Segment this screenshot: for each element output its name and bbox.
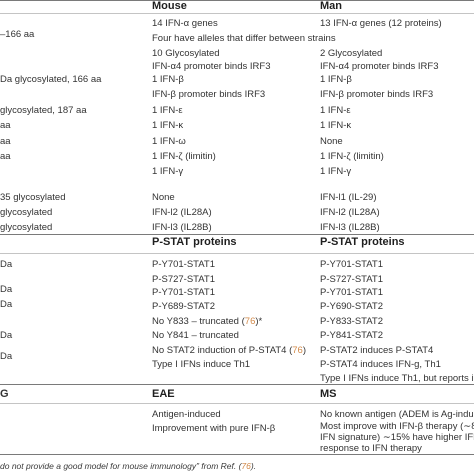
man-cell: 1 IFN-β	[320, 74, 352, 85]
mouse-cell: P-Y701-STAT1	[152, 259, 216, 270]
mouse-cell-text: No STAT2 induction of P-STAT4 (	[152, 345, 293, 356]
mouse-cell: 1 IFN-ε	[152, 105, 183, 116]
mouse-cell: Four have alleles that differ between st…	[152, 33, 336, 44]
left-cell: Da	[0, 330, 13, 341]
man-cell: 1 IFN-κ	[320, 120, 352, 131]
man-cell: P-S727-STAT1	[320, 274, 384, 285]
left-cell: aa	[0, 136, 11, 147]
mouse-cell: Antigen-induced	[152, 409, 221, 420]
man-cell: P-STAT2 induces P-STAT4	[320, 345, 434, 356]
mouse-cell: 1 IFN-κ	[152, 120, 184, 131]
mouse-cell: 10 Glycosylated	[152, 48, 220, 59]
man-cell: None	[320, 136, 343, 147]
mouse-cell: Improvement with pure IFN-β	[152, 423, 276, 434]
reference-link[interactable]: 76	[292, 345, 303, 356]
mouse-cell: 14 IFN-α genes	[152, 18, 218, 29]
table-footnote: do not provide a good model for mouse im…	[0, 461, 256, 471]
left-cell: glycosylated, 187 aa	[0, 105, 87, 116]
mouse-cell: None	[152, 192, 175, 203]
man-cell: 2 Glycosylated	[320, 48, 383, 59]
left-cell: glycosylated	[0, 222, 53, 233]
man-cell: P-Y701-STAT1	[320, 287, 384, 298]
section-rule	[0, 253, 474, 254]
mouse-cell-text: )	[302, 345, 307, 356]
left-cell: –166 aa	[0, 29, 35, 40]
left-cell: Da	[0, 259, 13, 270]
man-cell: P-Y841-STAT2	[320, 330, 384, 341]
man-cell: P-STAT4 induces IFN-g, Th1	[320, 359, 441, 370]
left-cell: Da	[0, 351, 13, 362]
man-cell: response to IFN therapy	[320, 443, 422, 454]
mouse-cell: Type I IFNs induce Th1	[152, 359, 251, 370]
man-cell: IFN signature) ∼15% have higher IFN sig	[320, 432, 474, 443]
mouse-cell: P-S727-STAT1	[152, 274, 216, 285]
left-cell: Da	[0, 284, 13, 295]
man-cell: IFN-l2 (IL28A)	[320, 207, 380, 218]
mouse-cell: IFN-l2 (IL28A)	[152, 207, 212, 218]
mouse-cell: 1 IFN-ζ (limitin)	[152, 151, 216, 162]
mouse-cell: No STAT2 induction of P-STAT4 (76)	[152, 345, 306, 356]
mouse-cell: IFN-α4 promoter binds IRF3	[152, 61, 271, 72]
reference-link[interactable]: 76	[244, 316, 256, 327]
left-cell: Da glycosylated, 166 aa	[0, 74, 102, 85]
section-rule	[0, 234, 474, 235]
mouse-cell: No Y841 – truncated	[152, 330, 239, 341]
section-rule	[0, 384, 474, 385]
mouse-cell: IFN-β promoter binds IRF3	[152, 89, 266, 100]
man-cell: IFN-l3 (IL28B)	[320, 222, 380, 233]
left-cell: aa	[0, 120, 11, 131]
left-cell: glycosylated	[0, 207, 53, 218]
man-cell: No known antigen (ADEM is Ag-induced)	[320, 409, 474, 420]
mouse-cell: 1 IFN-ω	[152, 136, 186, 147]
footnote-text: do not provide a good model for mouse im…	[0, 461, 242, 471]
man-cell: P-Y701-STAT1	[320, 259, 384, 270]
header-pstat-man: P-STAT proteins	[320, 236, 405, 248]
mouse-cell: P-Y689-STAT2	[152, 301, 216, 312]
mouse-cell: 1 IFN-β	[152, 74, 184, 85]
mouse-cell: IFN-l3 (IL28B)	[152, 222, 212, 233]
left-cell: aa	[0, 151, 11, 162]
man-cell: 1 IFN-ζ (limitin)	[320, 151, 384, 162]
man-cell: Type I IFNs induce Th1, but reports in M…	[320, 373, 474, 384]
header-rule	[0, 13, 474, 14]
man-cell: 13 IFN-α genes (12 proteins)	[320, 18, 442, 29]
header-ms: MS	[320, 388, 337, 400]
header-man: Man	[320, 0, 342, 12]
top-rule	[0, 0, 474, 1]
man-cell: IFN-l1 (IL-29)	[320, 192, 377, 203]
left-cell: Da	[0, 299, 13, 310]
left-cell: G	[0, 388, 9, 400]
reference-link[interactable]: 76	[241, 461, 251, 471]
mouse-cell: P-Y701-STAT1	[152, 287, 216, 298]
man-cell: 1 IFN-γ	[320, 166, 352, 177]
section-rule	[0, 403, 474, 404]
mouse-cell-text: )*	[255, 316, 263, 327]
mouse-cell: No Y833 – truncated (76)*	[152, 316, 262, 327]
man-cell: P-Y833-STAT2	[320, 316, 384, 327]
footnote-text: ).	[250, 461, 257, 471]
man-cell: 1 IFN-ε	[320, 105, 351, 116]
header-pstat-mouse: P-STAT proteins	[152, 236, 237, 248]
left-cell: 35 glycosylated	[0, 192, 66, 203]
header-eae: EAE	[152, 388, 175, 400]
header-mouse: Mouse	[152, 0, 187, 12]
bottom-rule	[0, 454, 474, 455]
man-cell: IFN-α4 promoter binds IRF3	[320, 61, 439, 72]
man-cell: Most improve with IFN-β therapy (∼85%	[320, 421, 474, 432]
mouse-cell-text: No Y833 – truncated (	[152, 316, 245, 327]
man-cell: IFN-β promoter binds IRF3	[320, 89, 434, 100]
mouse-cell: 1 IFN-γ	[152, 166, 184, 177]
man-cell: P-Y690-STAT2	[320, 301, 384, 312]
